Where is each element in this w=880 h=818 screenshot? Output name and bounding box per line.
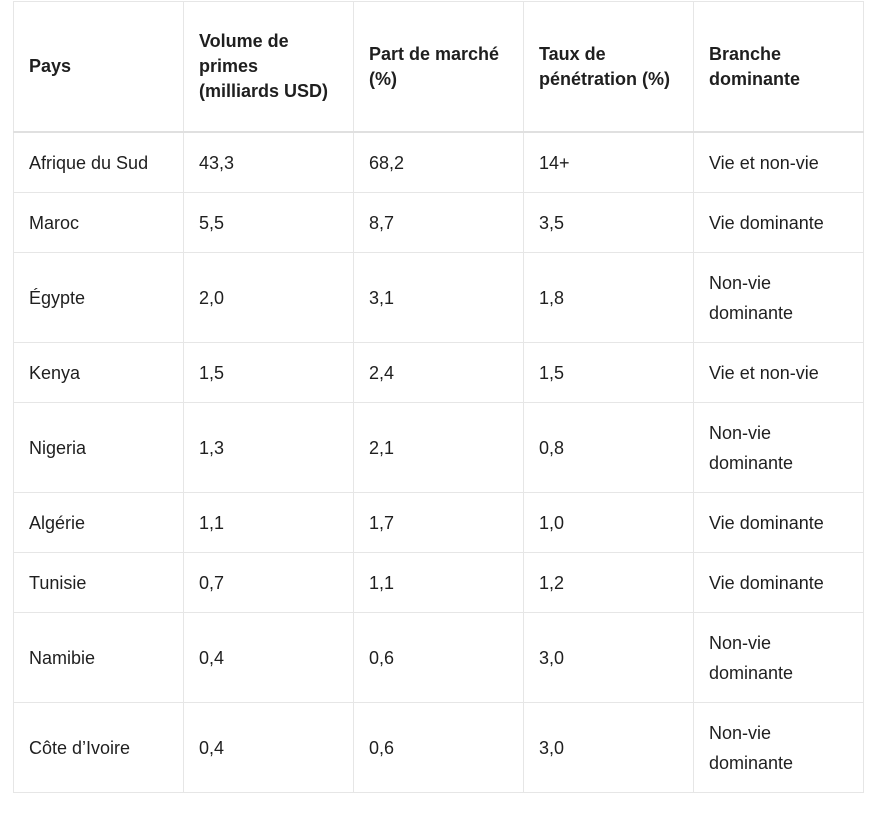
cell-dominant-branch: Vie et non-vie xyxy=(693,131,864,193)
table-row: Algérie 1,1 1,7 1,0 Vie dominante xyxy=(13,492,864,553)
cell-dominant-branch: Vie et non-vie xyxy=(693,342,864,403)
cell-premium-volume: 1,3 xyxy=(183,402,354,493)
cell-penetration-rate: 1,5 xyxy=(523,342,694,403)
cell-premium-volume: 0,4 xyxy=(183,612,354,703)
cell-penetration-rate: 1,8 xyxy=(523,252,694,343)
cell-dominant-branch: Non-vie dominante xyxy=(693,702,864,793)
cell-premium-volume: 1,1 xyxy=(183,492,354,553)
table-header: Pays Volume de primes (milliards USD) Pa… xyxy=(13,1,864,133)
cell-country: Afrique du Sud xyxy=(13,131,184,193)
table-row: Tunisie 0,7 1,1 1,2 Vie dominante xyxy=(13,552,864,613)
cell-dominant-branch: Vie dominante xyxy=(693,192,864,253)
cell-market-share: 1,7 xyxy=(353,492,524,553)
cell-country: Namibie xyxy=(13,612,184,703)
cell-market-share: 1,1 xyxy=(353,552,524,613)
cell-premium-volume: 0,4 xyxy=(183,702,354,793)
cell-dominant-branch: Non-vie dominante xyxy=(693,252,864,343)
table-row: Kenya 1,5 2,4 1,5 Vie et non-vie xyxy=(13,342,864,403)
column-header-market-share: Part de marché (%) xyxy=(353,1,524,133)
cell-market-share: 68,2 xyxy=(353,131,524,193)
cell-penetration-rate: 3,5 xyxy=(523,192,694,253)
cell-penetration-rate: 0,8 xyxy=(523,402,694,493)
cell-country: Tunisie xyxy=(13,552,184,613)
cell-penetration-rate: 1,2 xyxy=(523,552,694,613)
cell-premium-volume: 0,7 xyxy=(183,552,354,613)
cell-market-share: 2,1 xyxy=(353,402,524,493)
cell-penetration-rate: 1,0 xyxy=(523,492,694,553)
column-header-premium-volume: Volume de primes (milliards USD) xyxy=(183,1,354,133)
cell-penetration-rate: 14+ xyxy=(523,131,694,193)
cell-penetration-rate: 3,0 xyxy=(523,702,694,793)
cell-premium-volume: 1,5 xyxy=(183,342,354,403)
cell-dominant-branch: Vie dominante xyxy=(693,552,864,613)
cell-country: Égypte xyxy=(13,252,184,343)
cell-market-share: 0,6 xyxy=(353,612,524,703)
cell-country: Maroc xyxy=(13,192,184,253)
cell-dominant-branch: Vie dominante xyxy=(693,492,864,553)
cell-dominant-branch: Non-vie dominante xyxy=(693,402,864,493)
table-row: Namibie 0,4 0,6 3,0 Non-vie dominante xyxy=(13,612,864,703)
cell-dominant-branch: Non-vie dominante xyxy=(693,612,864,703)
column-header-penetration-rate: Taux de pénétration (%) xyxy=(523,1,694,133)
cell-country: Algérie xyxy=(13,492,184,553)
table-row: Afrique du Sud 43,3 68,2 14+ Vie et non-… xyxy=(13,131,864,193)
table-row: Côte d’Ivoire 0,4 0,6 3,0 Non-vie domina… xyxy=(13,702,864,793)
cell-country: Nigeria xyxy=(13,402,184,493)
cell-market-share: 0,6 xyxy=(353,702,524,793)
cell-premium-volume: 5,5 xyxy=(183,192,354,253)
table-row: Nigeria 1,3 2,1 0,8 Non-vie dominante xyxy=(13,402,864,493)
insurance-market-table: Pays Volume de primes (milliards USD) Pa… xyxy=(13,1,864,793)
table-row: Maroc 5,5 8,7 3,5 Vie dominante xyxy=(13,192,864,253)
cell-country: Kenya xyxy=(13,342,184,403)
cell-market-share: 3,1 xyxy=(353,252,524,343)
cell-market-share: 2,4 xyxy=(353,342,524,403)
column-header-country: Pays xyxy=(13,1,184,133)
table-row: Égypte 2,0 3,1 1,8 Non-vie dominante xyxy=(13,252,864,343)
column-header-dominant-branch: Branche dominante xyxy=(693,1,864,133)
cell-premium-volume: 43,3 xyxy=(183,131,354,193)
cell-market-share: 8,7 xyxy=(353,192,524,253)
cell-premium-volume: 2,0 xyxy=(183,252,354,343)
cell-penetration-rate: 3,0 xyxy=(523,612,694,703)
cell-country: Côte d’Ivoire xyxy=(13,702,184,793)
insurance-market-table-container: Pays Volume de primes (milliards USD) Pa… xyxy=(13,1,864,793)
header-row: Pays Volume de primes (milliards USD) Pa… xyxy=(13,1,864,133)
table-body: Afrique du Sud 43,3 68,2 14+ Vie et non-… xyxy=(13,131,864,793)
